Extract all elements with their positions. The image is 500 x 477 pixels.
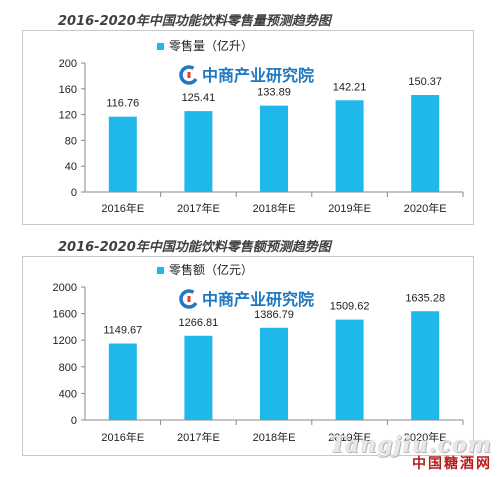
site-watermark: Tangjiu.com 中国糖酒网 <box>330 434 492 471</box>
chart-title-revenue: 2016-2020年中国功能饮料零售额预测趋势图 <box>58 240 331 255</box>
legend-label: 零售量（亿升） <box>169 38 253 53</box>
data-label: 116.76 <box>106 98 139 110</box>
x-tick-label: 2017年E <box>177 201 220 215</box>
x-tick-label: 2016年E <box>101 430 144 444</box>
bar <box>335 319 364 420</box>
watermark-site: Tangjiu.com <box>329 432 492 458</box>
y-tick-label: 400 <box>59 388 77 400</box>
chart-title-volume: 2016-2020年中国功能饮料零售量预测趋势图 <box>58 14 331 29</box>
bar <box>260 105 288 192</box>
y-tick-label: 120 <box>59 110 77 122</box>
bar <box>411 95 440 192</box>
watermark-name: 中国糖酒网 <box>412 456 492 472</box>
legend-swatch <box>157 43 164 50</box>
x-tick-label: 2020年E <box>404 201 447 215</box>
bar <box>184 111 213 192</box>
chart-revenue: 0 400 800 1200 1600 2000 1149.67 2016年E 1266.81 2… <box>22 256 474 456</box>
data-label: 1635.28 <box>405 292 445 304</box>
x-tick-label: 2019年E <box>328 201 371 215</box>
x-tick-label: 2016年E <box>101 201 144 215</box>
bar <box>184 335 213 420</box>
data-label: 150.37 <box>408 76 442 88</box>
bar <box>108 116 137 192</box>
legend-label: 零售额（亿元） <box>169 262 253 277</box>
data-label: 133.89 <box>257 87 291 99</box>
y-tick-label: 1600 <box>53 309 77 321</box>
chart-svg-volume: 0 40 80 120 160 200 116.76 2016年E 125.41 2017年E 13… <box>59 38 464 215</box>
y-tick-label: 0 <box>71 187 77 199</box>
x-tick-label: 2020年E <box>404 430 447 444</box>
data-label: 1509.62 <box>330 301 370 313</box>
x-tick-label: 2019年E <box>328 430 371 444</box>
x-tick-label: 2018年E <box>253 430 296 444</box>
y-tick-label: 1200 <box>53 335 77 347</box>
brand-logo-accent <box>187 72 191 78</box>
data-label: 1266.81 <box>179 317 219 329</box>
y-tick-label: 800 <box>59 362 77 374</box>
chart-volume: 0 40 80 120 160 200 116.76 2016年E 125.41 2017年E 13… <box>22 30 474 225</box>
x-tick-label: 2017年E <box>177 430 220 444</box>
y-tick-label: 40 <box>65 161 77 173</box>
bar <box>411 311 440 420</box>
bar <box>260 327 288 420</box>
brand-logo-accent <box>187 296 191 302</box>
y-tick-label: 2000 <box>53 282 77 294</box>
y-tick-label: 200 <box>59 58 77 70</box>
bar <box>108 343 137 420</box>
data-label: 125.41 <box>182 92 216 104</box>
data-label: 142.21 <box>333 81 367 93</box>
x-tick-label: 2018年E <box>253 201 296 215</box>
y-tick-label: 0 <box>71 415 77 427</box>
brand-name: 中商产业研究院 <box>202 290 314 309</box>
y-tick-label: 160 <box>59 84 77 96</box>
chart-svg-revenue: 0 400 800 1200 1600 2000 1149.67 2016年E 1266.81 2… <box>53 262 464 444</box>
data-label: 1386.79 <box>254 309 294 321</box>
y-tick-label: 80 <box>65 135 77 147</box>
bar <box>335 100 364 192</box>
data-label: 1149.67 <box>103 325 142 337</box>
brand-name: 中商产业研究院 <box>202 66 314 85</box>
legend-swatch <box>157 267 164 274</box>
